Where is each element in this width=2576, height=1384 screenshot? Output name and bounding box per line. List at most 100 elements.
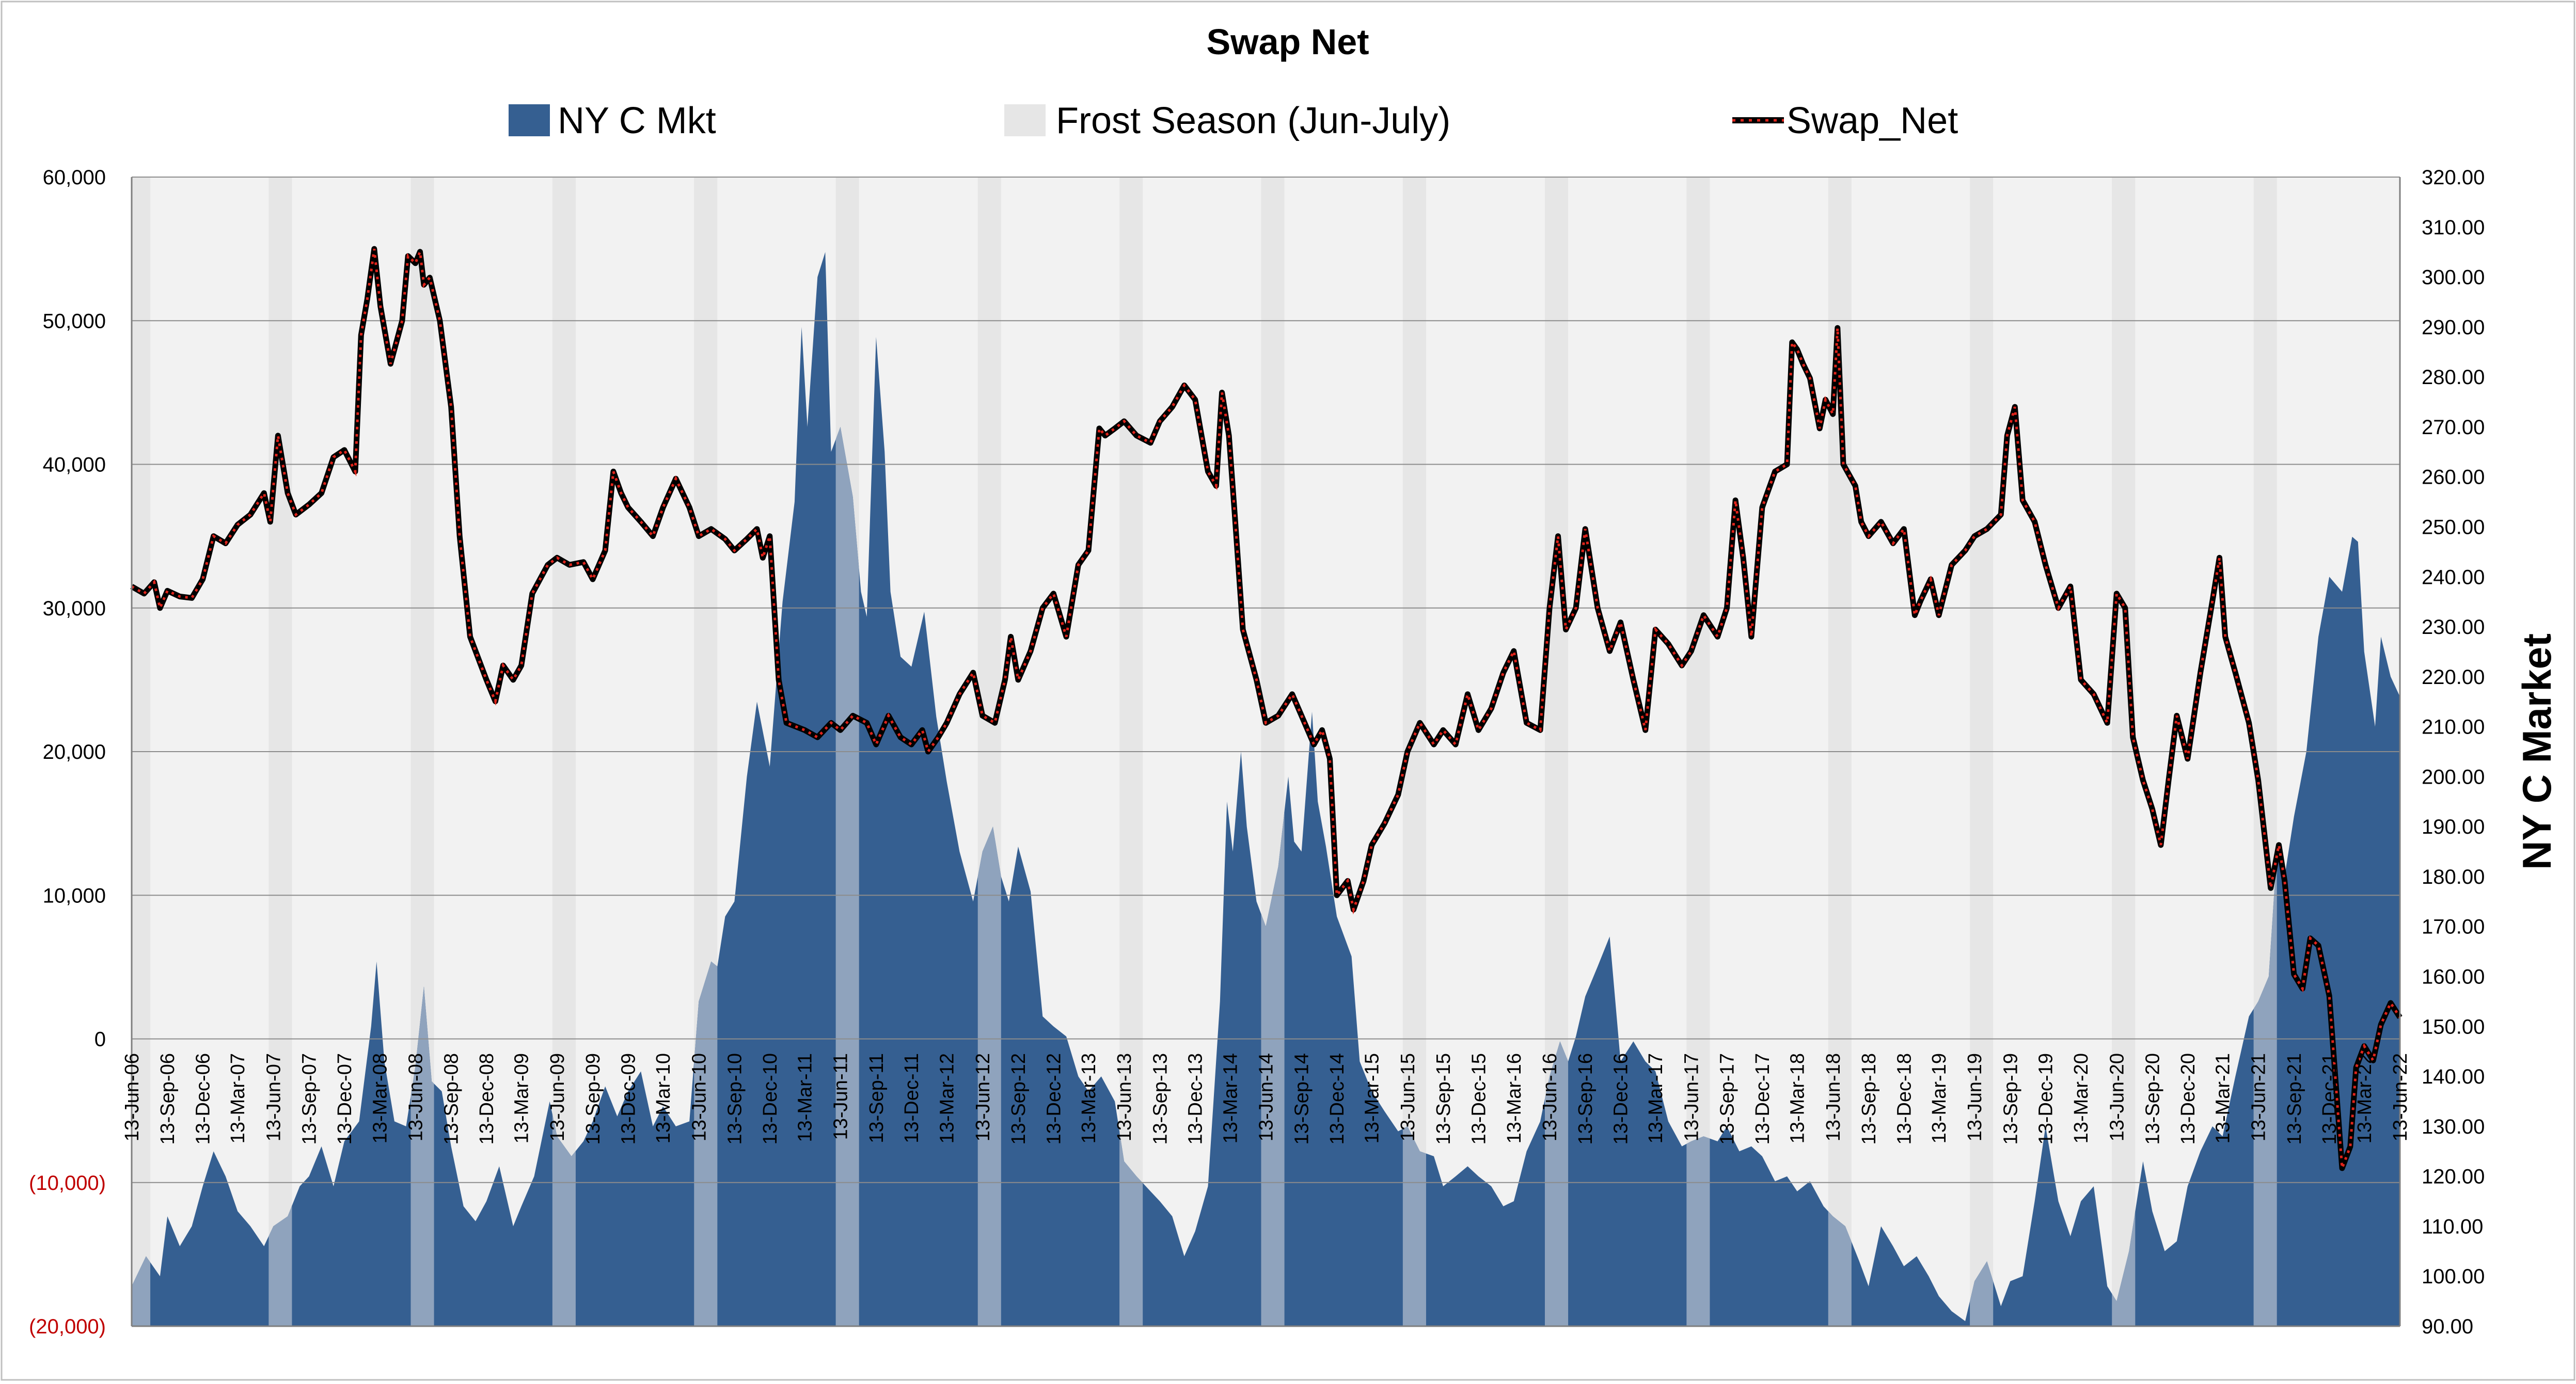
x-tick-label: 13-Mar-14 — [1220, 1053, 1241, 1143]
right-tick-label: 180.00 — [2422, 866, 2485, 888]
left-tick-label: 30,000 — [43, 597, 106, 620]
x-tick-label: 13-Jun-18 — [1823, 1053, 1844, 1141]
ny-c-mkt-area-frost-4 — [694, 961, 718, 1326]
left-tick-label: 60,000 — [43, 166, 106, 189]
x-tick-label: 13-Sep-15 — [1433, 1053, 1455, 1144]
x-tick-label: 13-Mar-15 — [1362, 1053, 1383, 1143]
left-tick-label: 40,000 — [43, 454, 106, 476]
x-tick-label: 13-Sep-21 — [2284, 1053, 2305, 1144]
x-tick-label: 13-Mar-11 — [795, 1053, 816, 1142]
x-tick-label: 13-Jun-06 — [121, 1053, 143, 1141]
x-tick-label: 13-Dec-12 — [1043, 1053, 1065, 1144]
legend-swatch-ny-c-mkt — [509, 104, 550, 136]
right-tick-label: 200.00 — [2422, 766, 2485, 788]
ny-c-mkt-area-frost-5 — [835, 426, 859, 1326]
right-tick-label: 140.00 — [2422, 1065, 2485, 1088]
ny-c-mkt-area-frost-0 — [132, 1256, 151, 1326]
ny-c-mkt-area-frost-7 — [1119, 1131, 1143, 1326]
right-tick-label: 100.00 — [2422, 1265, 2485, 1288]
x-tick-label: 13-Jun-11 — [830, 1053, 852, 1140]
swap-net-line — [130, 246, 2403, 1171]
ny-c-mkt-area-frost-13 — [1970, 1261, 1994, 1326]
x-tick-label: 13-Mar-17 — [1645, 1053, 1667, 1143]
ny-c-mkt-area-frost-3 — [552, 1114, 576, 1326]
x-tick-label: 13-Jun-21 — [2248, 1053, 2270, 1141]
legend-label-ny-c-mkt: NY C Mkt — [558, 100, 716, 141]
x-tick-label: 13-Sep-07 — [299, 1053, 321, 1144]
ny-c-mkt-area-frost-1 — [268, 1205, 292, 1326]
x-tick-label: 13-Dec-10 — [760, 1053, 781, 1144]
left-tick-label: 20,000 — [43, 741, 106, 763]
ny-c-mkt-area-frost-8 — [1261, 811, 1285, 1326]
right-tick-label: 220.00 — [2422, 666, 2485, 689]
x-tick-label: 13-Jun-15 — [1397, 1053, 1419, 1141]
ny-c-mkt-area-frost-12 — [1828, 1211, 1852, 1326]
left-axis-ticks: (20,000) (10,000) 0 10,000 20,000 30,000 40,00… — [29, 166, 106, 1338]
x-tick-label: 13-Dec-21 — [2319, 1053, 2341, 1144]
right-tick-label: 110.00 — [2422, 1215, 2483, 1238]
x-tick-label: 13-Sep-20 — [2142, 1053, 2163, 1144]
x-tick-label: 13-Jun-13 — [1114, 1053, 1135, 1141]
x-tick-label: 13-Dec-13 — [1185, 1053, 1207, 1144]
x-tick-label: 13-Mar-16 — [1504, 1053, 1525, 1143]
x-tick-label: 13-Jun-19 — [1964, 1053, 1986, 1141]
right-axis-label: NY C Market — [2514, 633, 2559, 870]
left-tick-label: 50,000 — [43, 310, 106, 332]
right-tick-label: 280.00 — [2422, 366, 2485, 389]
x-tick-label: 13-Mar-20 — [2071, 1053, 2092, 1143]
x-tick-label: 13-Mar-10 — [653, 1053, 674, 1143]
legend-swatch-frost-season — [1004, 104, 1046, 136]
x-tick-label: 13-Dec-09 — [618, 1053, 639, 1144]
right-tick-label: 300.00 — [2422, 266, 2485, 289]
x-tick-label: 13-Dec-08 — [476, 1053, 498, 1144]
right-tick-label: 320.00 — [2422, 166, 2485, 189]
x-tick-label: 13-Dec-14 — [1326, 1053, 1348, 1144]
left-tick-label: 0 — [94, 1028, 106, 1051]
x-tick-label: 13-Jun-09 — [547, 1053, 568, 1141]
x-tick-label: 13-Dec-20 — [2177, 1053, 2199, 1144]
right-tick-label: 310.00 — [2422, 216, 2485, 239]
x-tick-label: 13-Sep-13 — [1149, 1053, 1171, 1144]
x-tick-label: 13-Jun-16 — [1539, 1053, 1561, 1141]
x-tick-label: 13-Jun-14 — [1256, 1053, 1277, 1141]
ny-c-mkt-area-frost-10 — [1544, 1041, 1569, 1326]
ny-c-mkt-area-frost-11 — [1686, 1136, 1710, 1326]
swap-net-line-markers — [131, 248, 2401, 1169]
x-tick-label: 13-Sep-09 — [582, 1053, 604, 1144]
x-tick-label: 13-Jun-12 — [972, 1053, 994, 1141]
x-tick-label: 13-Mar-22 — [2354, 1053, 2376, 1143]
left-tick-label: (10,000) — [29, 1172, 106, 1195]
x-tick-label: 13-Dec-15 — [1468, 1053, 1490, 1144]
x-tick-label: 13-Mar-21 — [2212, 1053, 2234, 1143]
x-tick-label: 13-Jun-08 — [405, 1053, 427, 1141]
x-tick-label: 13-Jun-07 — [263, 1053, 285, 1141]
x-tick-label: 13-Sep-11 — [866, 1053, 888, 1143]
right-tick-label: 190.00 — [2422, 816, 2485, 838]
right-tick-label: 90.00 — [2422, 1315, 2473, 1338]
x-tick-label: 13-Mar-19 — [1929, 1053, 1950, 1143]
x-tick-label: 13-Jun-20 — [2106, 1053, 2128, 1141]
x-tick-label: 13-Dec-16 — [1610, 1053, 1632, 1144]
right-tick-label: 160.00 — [2422, 966, 2485, 989]
x-tick-label: 13-Mar-13 — [1078, 1053, 1100, 1143]
ny-c-mkt-area-frost-6 — [977, 826, 1001, 1326]
x-tick-label: 13-Mar-08 — [369, 1053, 391, 1143]
right-tick-label: 290.00 — [2422, 316, 2485, 339]
right-axis-ticks: 90.00 100.00 110.00 120.00 130.00 140.00 150.0… — [2422, 166, 2485, 1338]
x-tick-label: 13-Mar-12 — [937, 1053, 958, 1143]
axes — [131, 177, 2401, 1327]
legend-label-swap-net: Swap_Net — [1787, 100, 1958, 141]
x-tick-label: 13-Dec-07 — [334, 1053, 356, 1144]
ny-c-mkt-area-frost-2 — [410, 986, 434, 1326]
x-tick-label: 13-Sep-16 — [1575, 1053, 1597, 1144]
legend-label-frost-season: Frost Season (Jun-July) — [1056, 100, 1450, 141]
x-tick-label: 13-Jun-22 — [2390, 1053, 2411, 1141]
right-tick-label: 260.00 — [2422, 466, 2485, 489]
chart-title: Swap Net — [1206, 22, 1369, 62]
x-tick-label: 13-Sep-12 — [1008, 1053, 1030, 1144]
left-tick-label: (20,000) — [29, 1315, 106, 1338]
ny-c-mkt-area-frost-15 — [2253, 851, 2277, 1326]
x-axis-ticks: 13-Jun-06 13-Sep-06 13-Dec-06 13-Mar-07 13-J… — [121, 1053, 2411, 1144]
